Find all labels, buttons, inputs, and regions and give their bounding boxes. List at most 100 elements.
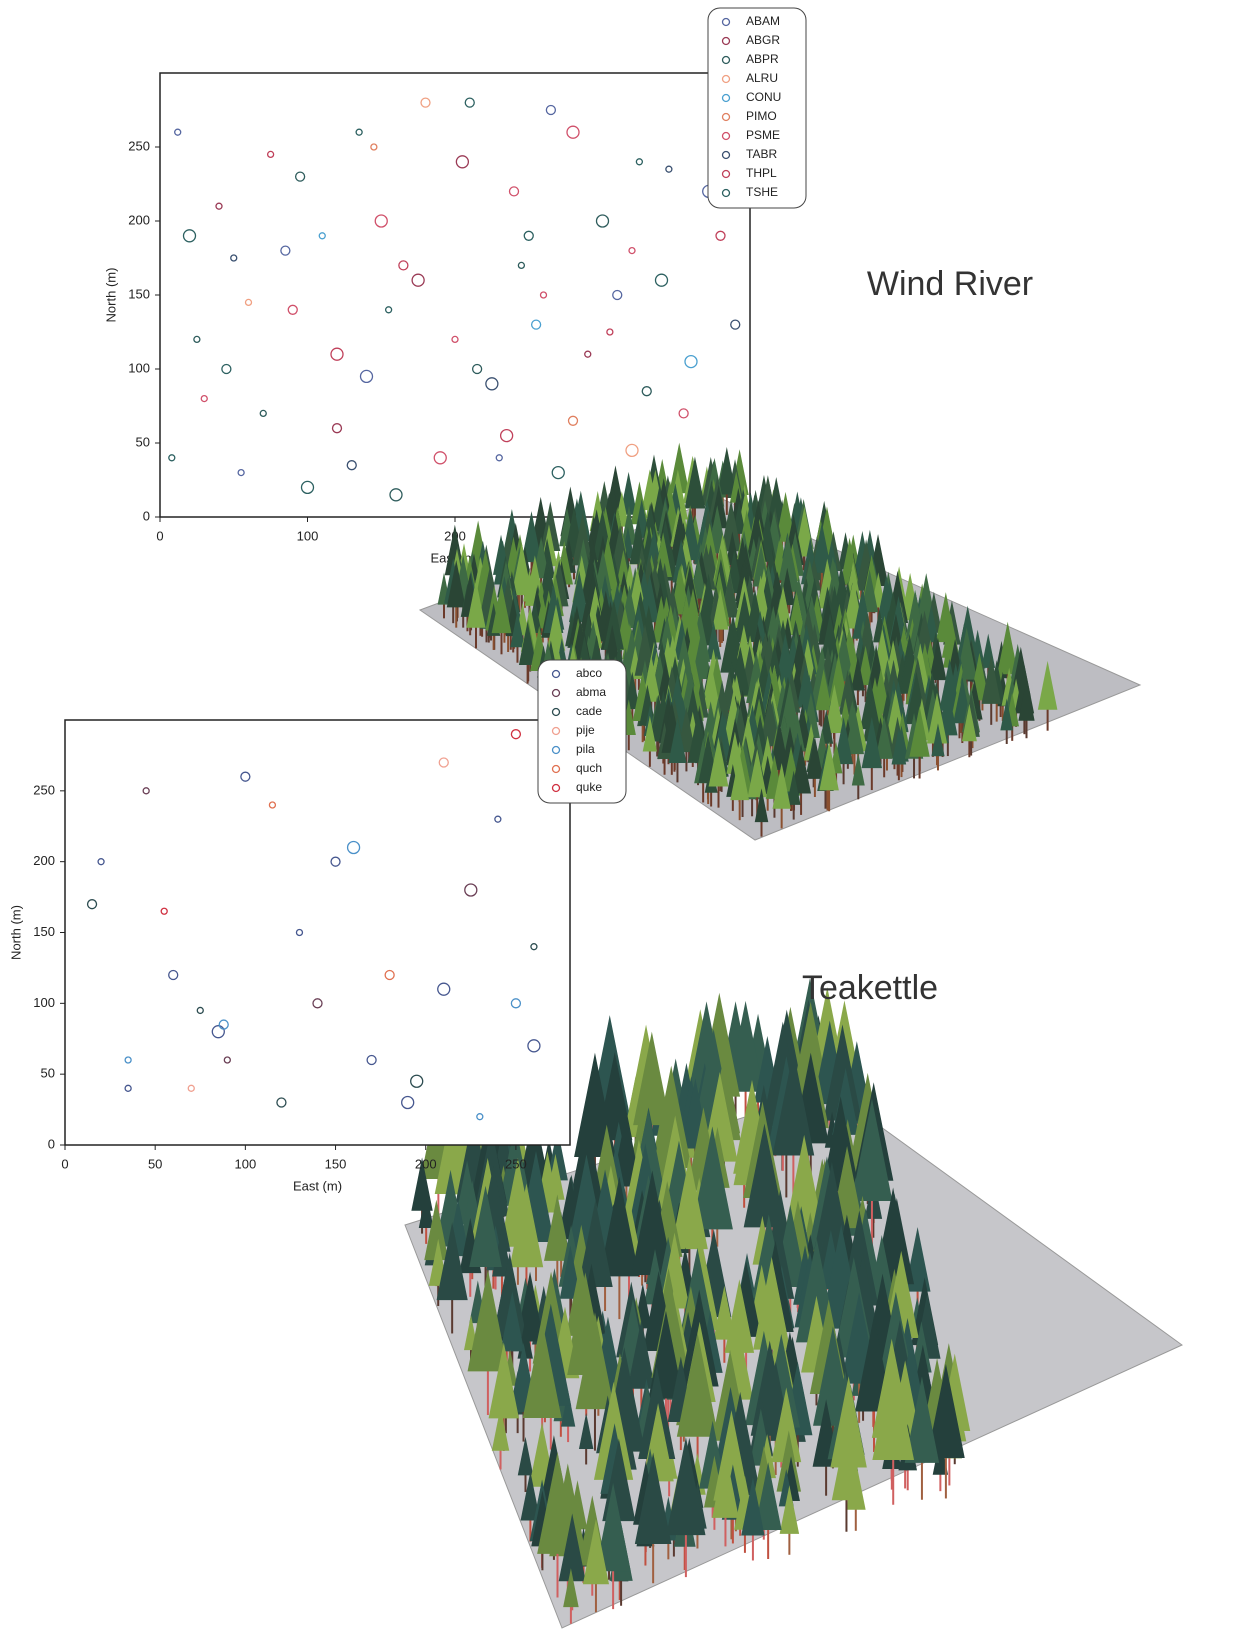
tree-point	[211, 1025, 225, 1039]
tree-point	[366, 1054, 377, 1066]
crown	[668, 717, 687, 763]
crown	[466, 579, 486, 628]
crown	[436, 1222, 468, 1301]
crown	[779, 1485, 800, 1534]
crown	[467, 1269, 509, 1372]
tree-point	[567, 415, 579, 426]
tree-point	[530, 943, 538, 951]
tree-point	[495, 454, 503, 462]
tree-point	[654, 273, 669, 287]
tree-point	[124, 1056, 132, 1064]
crown	[578, 1412, 594, 1450]
crown	[631, 1170, 674, 1276]
x-tick-label: 100	[235, 1156, 257, 1171]
crown	[568, 570, 590, 623]
crown	[730, 753, 750, 801]
tree-point	[230, 254, 238, 262]
tree-point	[641, 386, 652, 397]
crown	[559, 1245, 582, 1299]
legend-label: PSME	[746, 128, 780, 142]
tree-point	[330, 347, 344, 361]
tree-point	[259, 409, 267, 418]
chart-title: Wind River	[867, 265, 1033, 303]
teakettle-rendering	[404, 978, 1183, 1629]
wind-river-chart: 0100200300050100150200250East (m)North (…	[103, 7, 807, 565]
tree-point	[346, 840, 361, 855]
crown	[927, 1363, 965, 1459]
crown	[891, 727, 907, 765]
y-tick-label: 0	[143, 508, 150, 523]
legend-swatch	[721, 169, 731, 179]
crown	[851, 753, 865, 786]
tree-point	[612, 289, 623, 301]
crown	[926, 692, 948, 744]
legend-label: PIMO	[746, 109, 777, 123]
tree-point	[174, 128, 182, 136]
tree-point	[97, 858, 105, 866]
crown	[775, 491, 796, 542]
tree-point	[266, 150, 275, 159]
legend-label: cade	[576, 704, 602, 718]
crown	[1000, 698, 1014, 731]
crown	[491, 1407, 510, 1451]
crown	[544, 1194, 571, 1261]
crown	[844, 706, 864, 755]
crown	[784, 1134, 824, 1232]
crown	[754, 1462, 782, 1530]
tree-point	[218, 1019, 229, 1030]
y-tick-label: 200	[33, 853, 55, 868]
tree-point	[221, 363, 232, 375]
tree-point	[665, 165, 673, 173]
y-axis-label: North (m)	[103, 268, 118, 323]
crown	[616, 549, 631, 586]
crown	[518, 621, 537, 665]
crown	[595, 1482, 631, 1572]
crown	[446, 560, 466, 608]
tree-point	[384, 306, 393, 314]
crown	[627, 1319, 656, 1389]
crown	[725, 531, 740, 566]
tree-point	[330, 856, 341, 867]
crown	[724, 1279, 755, 1353]
tree-point	[510, 998, 522, 1009]
x-tick-label: 50	[148, 1156, 162, 1171]
tree-point	[464, 883, 478, 897]
tree-point	[280, 245, 291, 256]
crown	[1037, 660, 1058, 710]
legend-label: ABAM	[746, 14, 780, 28]
plot-area	[64, 719, 571, 1146]
crown	[872, 1355, 915, 1461]
tree-point	[517, 261, 526, 270]
crown	[961, 703, 977, 742]
y-tick-label: 250	[33, 782, 55, 797]
tree-point	[346, 460, 357, 471]
legend-label: TSHE	[746, 185, 778, 199]
crown	[509, 1183, 544, 1268]
legend-label: pila	[576, 742, 595, 756]
crown	[717, 447, 737, 495]
tree-point	[193, 335, 201, 344]
crown	[815, 669, 832, 711]
legend-swatch	[721, 17, 731, 27]
crown	[830, 1376, 867, 1468]
tree-point	[355, 128, 363, 136]
crown	[684, 456, 706, 509]
tree-point	[160, 907, 168, 915]
y-tick-label: 50	[41, 1066, 55, 1081]
legend-label: abco	[576, 666, 602, 680]
crown	[624, 671, 640, 710]
legend-swatch	[721, 74, 731, 84]
crown	[488, 1342, 519, 1419]
crown	[806, 736, 824, 779]
crown	[819, 741, 839, 791]
crown	[720, 622, 741, 673]
tree-point	[124, 1084, 132, 1092]
legend-swatch	[721, 188, 731, 198]
tree-point	[215, 202, 223, 210]
crown	[691, 1126, 733, 1230]
crown	[772, 1051, 815, 1156]
tree-point	[240, 771, 251, 782]
crown	[863, 694, 882, 742]
chart-title: Teakettle	[802, 969, 938, 1007]
crown	[831, 1426, 862, 1501]
